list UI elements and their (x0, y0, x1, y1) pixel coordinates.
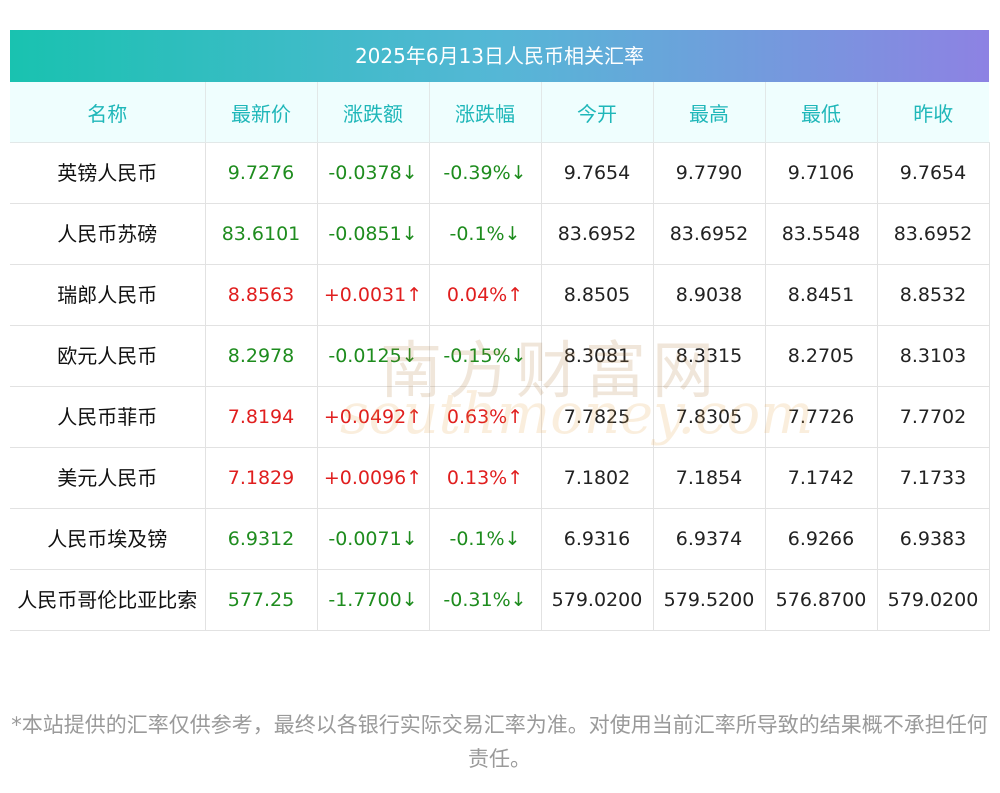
cell-latest: 7.1829 (205, 447, 318, 509)
cell-name: 美元人民币 (10, 447, 206, 509)
cell-name: 人民币埃及镑 (10, 508, 206, 570)
cell-prev-close: 8.3103 (877, 325, 990, 387)
cell-prev-close: 6.9383 (877, 508, 990, 570)
cell-high: 7.8305 (653, 386, 766, 448)
cell-name: 人民币苏磅 (10, 203, 206, 265)
cell-prev-close: 83.6952 (877, 203, 990, 265)
cell-high: 9.7790 (653, 142, 766, 204)
cell-latest: 8.2978 (205, 325, 318, 387)
header-low: 最低 (765, 82, 878, 143)
table-row: 瑞郎人民币 8.8563 +0.0031↑ 0.04%↑ 8.8505 8.9038 8.8… (10, 264, 990, 326)
cell-low: 7.1742 (765, 447, 878, 509)
cell-change-pct: 0.13%↑ (429, 447, 542, 509)
cell-prev-close: 7.1733 (877, 447, 990, 509)
table-row: 英镑人民币 9.7276 -0.0378↓ -0.39%↓ 9.7654 9.7790 9.… (10, 142, 990, 204)
rate-table-card: 2025年6月13日人民币相关汇率 名称 最新价 涨跌额 涨跌幅 今开 最高 最… (10, 30, 990, 631)
table-row: 人民币哥伦比亚比索 577.25 -1.7700↓ -0.31%↓ 579.0200 57… (10, 569, 990, 631)
cell-name: 欧元人民币 (10, 325, 206, 387)
cell-latest: 83.6101 (205, 203, 318, 265)
cell-high: 8.3315 (653, 325, 766, 387)
cell-prev-close: 8.8532 (877, 264, 990, 326)
cell-change-pct: 0.63%↑ (429, 386, 542, 448)
cell-name: 瑞郎人民币 (10, 264, 206, 326)
exchange-rate-table: 名称 最新价 涨跌额 涨跌幅 今开 最高 最低 昨收 英镑人民币 9.7276 -0… (10, 82, 990, 631)
cell-latest: 6.9312 (205, 508, 318, 570)
cell-name: 人民币菲币 (10, 386, 206, 448)
cell-open: 7.7825 (541, 386, 654, 448)
cell-high: 579.5200 (653, 569, 766, 631)
cell-low: 83.5548 (765, 203, 878, 265)
cell-change-pct: -0.31%↓ (429, 569, 542, 631)
cell-open: 6.9316 (541, 508, 654, 570)
cell-low: 7.7726 (765, 386, 878, 448)
cell-open: 8.3081 (541, 325, 654, 387)
cell-change: -0.0071↓ (317, 508, 430, 570)
table-row: 人民币菲币 7.8194 +0.0492↑ 0.63%↑ 7.7825 7.8305 7.7… (10, 386, 990, 448)
cell-low: 9.7106 (765, 142, 878, 204)
cell-change: -0.0851↓ (317, 203, 430, 265)
cell-change-pct: -0.39%↓ (429, 142, 542, 204)
cell-change-pct: 0.04%↑ (429, 264, 542, 326)
cell-change: -0.0125↓ (317, 325, 430, 387)
cell-high: 7.1854 (653, 447, 766, 509)
cell-change: -1.7700↓ (317, 569, 430, 631)
cell-prev-close: 7.7702 (877, 386, 990, 448)
cell-high: 8.9038 (653, 264, 766, 326)
cell-change-pct: -0.15%↓ (429, 325, 542, 387)
cell-low: 576.8700 (765, 569, 878, 631)
cell-latest: 9.7276 (205, 142, 318, 204)
cell-open: 83.6952 (541, 203, 654, 265)
cell-prev-close: 9.7654 (877, 142, 990, 204)
cell-change: -0.0378↓ (317, 142, 430, 204)
cell-latest: 7.8194 (205, 386, 318, 448)
header-change: 涨跌额 (317, 82, 430, 143)
cell-latest: 577.25 (205, 569, 318, 631)
header-change-pct: 涨跌幅 (429, 82, 542, 143)
header-name: 名称 (10, 82, 206, 143)
cell-high: 83.6952 (653, 203, 766, 265)
table-row: 美元人民币 7.1829 +0.0096↑ 0.13%↑ 7.1802 7.1854 7.1… (10, 447, 990, 509)
cell-change: +0.0096↑ (317, 447, 430, 509)
header-high: 最高 (653, 82, 766, 143)
cell-latest: 8.8563 (205, 264, 318, 326)
cell-change: +0.0031↑ (317, 264, 430, 326)
table-row: 欧元人民币 8.2978 -0.0125↓ -0.15%↓ 8.3081 8.3315 8.… (10, 325, 990, 387)
table-row: 人民币苏磅 83.6101 -0.0851↓ -0.1%↓ 83.6952 83.6952… (10, 203, 990, 265)
table-row: 人民币埃及镑 6.9312 -0.0071↓ -0.1%↓ 6.9316 6.9374 6.… (10, 508, 990, 570)
cell-name: 英镑人民币 (10, 142, 206, 204)
table-header-row: 名称 最新价 涨跌额 涨跌幅 今开 最高 最低 昨收 (10, 82, 989, 143)
cell-low: 8.2705 (765, 325, 878, 387)
cell-change-pct: -0.1%↓ (429, 203, 542, 265)
header-prev-close: 昨收 (877, 82, 989, 143)
cell-prev-close: 579.0200 (877, 569, 990, 631)
cell-open: 9.7654 (541, 142, 654, 204)
table-title: 2025年6月13日人民币相关汇率 (10, 30, 989, 82)
cell-open: 8.8505 (541, 264, 654, 326)
cell-change: +0.0492↑ (317, 386, 430, 448)
disclaimer-footnote: *本站提供的汇率仅供参考，最终以各银行实际交易汇率为准。对使用当前汇率所导致的结… (11, 713, 988, 771)
cell-open: 7.1802 (541, 447, 654, 509)
cell-high: 6.9374 (653, 508, 766, 570)
cell-change-pct: -0.1%↓ (429, 508, 542, 570)
cell-low: 8.8451 (765, 264, 878, 326)
cell-name: 人民币哥伦比亚比索 (10, 569, 206, 631)
header-open: 今开 (541, 82, 654, 143)
header-latest: 最新价 (205, 82, 318, 143)
cell-open: 579.0200 (541, 569, 654, 631)
cell-low: 6.9266 (765, 508, 878, 570)
